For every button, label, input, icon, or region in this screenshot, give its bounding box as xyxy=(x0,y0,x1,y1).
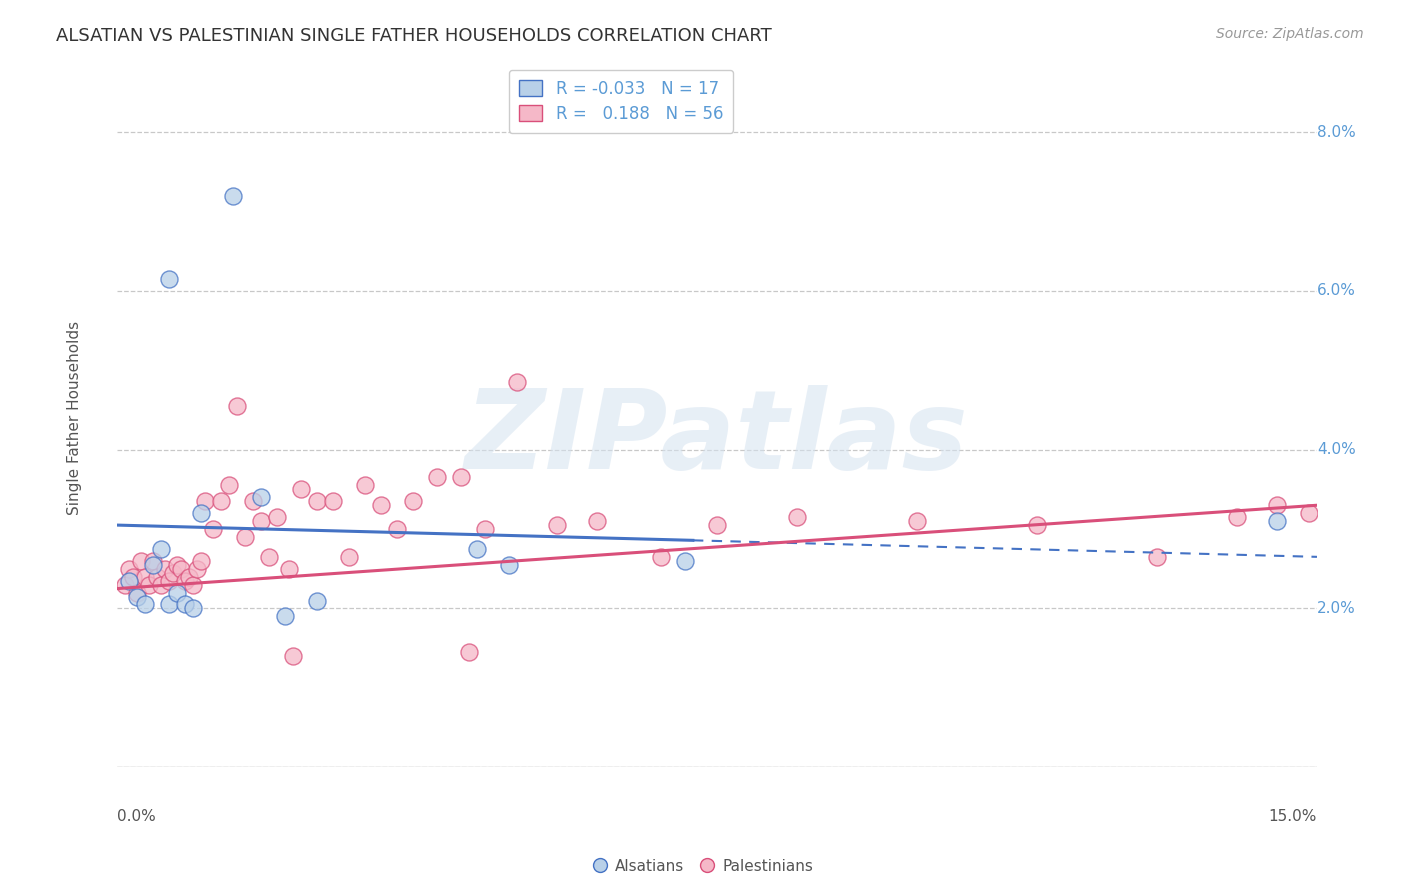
Point xyxy=(1026,518,1049,533)
Text: Source: ZipAtlas.com: Source: ZipAtlas.com xyxy=(1216,27,1364,41)
Point xyxy=(225,399,247,413)
Point xyxy=(142,558,165,572)
Point xyxy=(190,554,212,568)
Point xyxy=(157,272,180,286)
Text: 8.0%: 8.0% xyxy=(1317,125,1355,139)
Point xyxy=(233,530,256,544)
Point xyxy=(146,570,169,584)
Text: 0.0%: 0.0% xyxy=(117,809,156,824)
Text: 2.0%: 2.0% xyxy=(1317,601,1355,616)
Point xyxy=(186,562,208,576)
Point xyxy=(222,188,245,202)
Point xyxy=(118,574,141,588)
Point xyxy=(706,518,728,533)
Point xyxy=(170,562,193,576)
Point xyxy=(153,562,176,576)
Point xyxy=(157,574,180,588)
Point xyxy=(181,601,204,615)
Point xyxy=(142,554,165,568)
Point xyxy=(673,554,696,568)
Text: Single Father Households: Single Father Households xyxy=(67,321,83,515)
Point xyxy=(586,514,609,528)
Point xyxy=(129,554,152,568)
Point xyxy=(305,494,328,508)
Point xyxy=(218,478,240,492)
Point xyxy=(1265,514,1288,528)
Point xyxy=(498,558,520,572)
Point xyxy=(546,518,568,533)
Point xyxy=(138,577,160,591)
Point xyxy=(149,577,172,591)
Point xyxy=(250,491,273,505)
Point xyxy=(190,506,212,520)
Point xyxy=(474,522,496,536)
Text: ALSATIAN VS PALESTINIAN SINGLE FATHER HOUSEHOLDS CORRELATION CHART: ALSATIAN VS PALESTINIAN SINGLE FATHER HO… xyxy=(56,27,772,45)
Legend: R = -0.033   N = 17, R =   0.188   N = 56: R = -0.033 N = 17, R = 0.188 N = 56 xyxy=(509,70,733,133)
Point xyxy=(209,494,232,508)
Point xyxy=(277,562,299,576)
Point xyxy=(337,549,360,564)
Text: 4.0%: 4.0% xyxy=(1317,442,1355,458)
Point xyxy=(450,470,472,484)
Point xyxy=(458,645,481,659)
Point xyxy=(242,494,264,508)
Point xyxy=(426,470,449,484)
Point xyxy=(114,577,136,591)
Point xyxy=(177,570,200,584)
Point xyxy=(266,510,288,524)
Point xyxy=(125,590,148,604)
Text: 15.0%: 15.0% xyxy=(1268,809,1317,824)
Point xyxy=(305,593,328,607)
Point xyxy=(162,566,184,580)
Point xyxy=(194,494,217,508)
Text: ZIPatlas: ZIPatlas xyxy=(465,385,969,492)
Point xyxy=(166,558,188,572)
Point xyxy=(118,562,141,576)
Point xyxy=(173,574,195,588)
Point xyxy=(125,585,148,599)
Text: 6.0%: 6.0% xyxy=(1317,284,1355,298)
Point xyxy=(250,514,273,528)
Point xyxy=(385,522,408,536)
Point xyxy=(122,570,145,584)
Point xyxy=(786,510,808,524)
Point xyxy=(201,522,224,536)
Point xyxy=(157,598,180,612)
Point xyxy=(506,375,529,389)
Point xyxy=(465,541,488,556)
Point xyxy=(1226,510,1249,524)
Point xyxy=(134,598,156,612)
Point xyxy=(370,498,392,512)
Point xyxy=(173,598,195,612)
Point xyxy=(281,649,304,664)
Point xyxy=(166,585,188,599)
Point xyxy=(134,570,156,584)
Point xyxy=(650,549,672,564)
Point xyxy=(905,514,928,528)
Point xyxy=(402,494,425,508)
Point xyxy=(257,549,280,564)
Point xyxy=(181,577,204,591)
Point xyxy=(322,494,344,508)
Point xyxy=(274,609,297,624)
Legend: Alsatians, Palestinians: Alsatians, Palestinians xyxy=(586,853,820,880)
Point xyxy=(1146,549,1168,564)
Point xyxy=(1298,506,1320,520)
Point xyxy=(354,478,377,492)
Point xyxy=(290,483,312,497)
Point xyxy=(1265,498,1288,512)
Point xyxy=(149,541,172,556)
